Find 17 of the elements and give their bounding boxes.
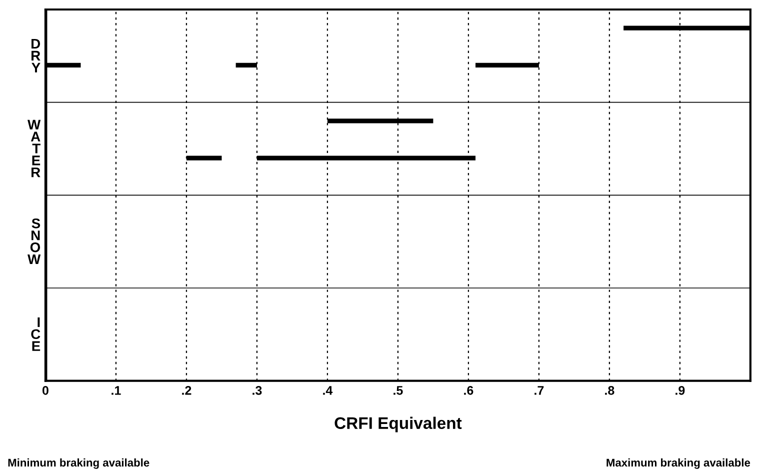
x-tick-label: .9	[676, 386, 685, 395]
text: Minimum braking available	[8, 458, 150, 469]
x-tick-label: .4	[323, 386, 333, 395]
y-tick-label: WATER	[28, 120, 41, 178]
x-tick-label: .7	[534, 386, 544, 395]
x-axis-title: CRFI Equivalent	[334, 416, 462, 432]
text: Maximum braking available	[606, 458, 750, 469]
x-tick-label: .1	[112, 386, 121, 395]
x-tick-label: .5	[394, 386, 403, 395]
y-tick-label: DRY	[32, 38, 40, 72]
y-tick-label: SNOW	[28, 218, 41, 264]
x-tick-label: 0	[42, 386, 48, 395]
x-tick-label: .8	[605, 386, 614, 395]
x-tick-label: .3	[252, 386, 262, 395]
x-tick-label: .2	[182, 386, 192, 395]
x-tick-label: .6	[464, 386, 474, 395]
y-tick-label: ICE	[31, 317, 40, 351]
